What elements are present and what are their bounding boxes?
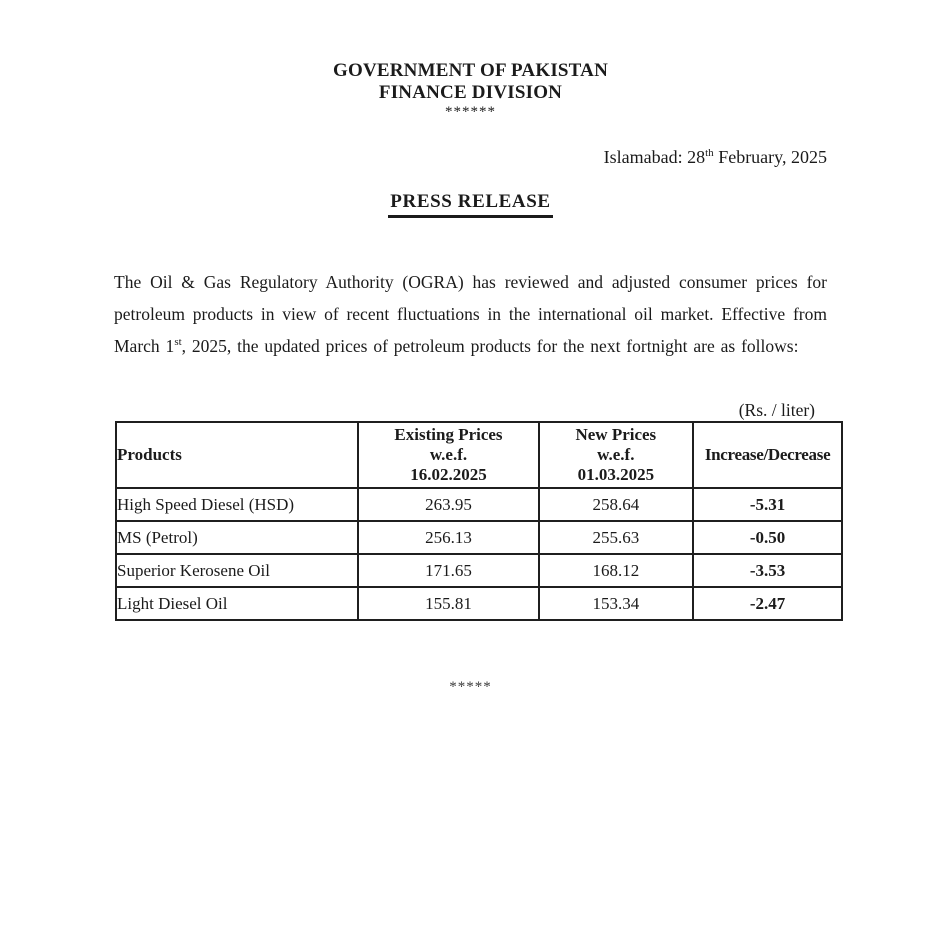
table-row: Superior Kerosene Oil 171.65 168.12 -3.5… — [114, 553, 843, 588]
header-existing-line1: Existing Prices — [394, 425, 503, 444]
price-change: -3.53 — [692, 553, 843, 588]
existing-price: 256.13 — [357, 520, 540, 555]
end-star-divider: ***** — [449, 679, 492, 695]
new-price: 255.63 — [537, 520, 695, 555]
table-row: MS (Petrol) 256.13 255.63 -0.50 — [114, 520, 843, 555]
dateline-ordinal: th — [705, 147, 714, 159]
header-new-line1: New Prices — [575, 425, 657, 444]
product-name: High Speed Diesel (HSD) — [114, 487, 360, 522]
new-price: 168.12 — [537, 553, 695, 588]
price-table: Products Existing Prices w.e.f. 16.02.20… — [114, 421, 843, 621]
header-row: Products Existing Prices w.e.f. 16.02.20… — [114, 421, 843, 489]
org-name-line2: FINANCE DIVISION — [378, 82, 563, 103]
new-price: 258.64 — [537, 487, 695, 522]
header-existing-line2: w.e.f. — [429, 445, 468, 464]
dateline: Islamabad: 28th February, 2025 — [114, 146, 827, 168]
header-new-line2: w.e.f. — [597, 445, 635, 464]
body-paragraph: The Oil & Gas Regulatory Authority (OGRA… — [114, 266, 827, 362]
table-row: Light Diesel Oil 155.81 153.34 -2.47 — [114, 586, 843, 621]
price-change: -2.47 — [692, 586, 843, 621]
paragraph-pre: The Oil & Gas Regulatory Authority (OGRA… — [114, 272, 827, 356]
existing-price: 171.65 — [357, 553, 540, 588]
existing-price: 263.95 — [357, 487, 540, 522]
price-change: -5.31 — [692, 487, 843, 522]
product-name: Light Diesel Oil — [114, 586, 360, 621]
header-new-prices: New Prices w.e.f. 01.03.2025 — [537, 421, 695, 489]
dateline-pre: Islamabad: 28 — [603, 147, 706, 167]
title-row: PRESS RELEASE — [114, 191, 827, 218]
header-increase-decrease: Increase/Decrease — [692, 421, 843, 489]
product-name: Superior Kerosene Oil — [114, 553, 360, 588]
table-row: High Speed Diesel (HSD) 263.95 258.64 -5… — [114, 487, 843, 522]
paragraph-ordinal: st — [174, 336, 182, 349]
header-products: Products — [114, 421, 360, 489]
header-existing-line3: 16.02.2025 — [410, 465, 487, 484]
existing-price: 155.81 — [357, 586, 540, 621]
dateline-post: February, 2025 — [713, 147, 827, 167]
product-name: MS (Petrol) — [114, 520, 360, 555]
unit-label: (Rs. / liter) — [738, 400, 815, 420]
paragraph-post: , 2025, the updated prices of petroleum … — [181, 336, 799, 356]
new-price: 153.34 — [537, 586, 695, 621]
org-name-line1: GOVERNMENT OF PAKISTAN — [333, 60, 608, 81]
header-new-line3: 01.03.2025 — [577, 465, 655, 484]
price-table-header: Products Existing Prices w.e.f. 16.02.20… — [114, 421, 843, 489]
header-existing-prices: Existing Prices w.e.f. 16.02.2025 — [357, 421, 540, 489]
document-title: PRESS RELEASE — [388, 191, 553, 218]
header-star-divider: ****** — [445, 104, 496, 120]
price-change: -0.50 — [692, 520, 843, 555]
price-table-body: High Speed Diesel (HSD) 263.95 258.64 -5… — [114, 487, 843, 621]
